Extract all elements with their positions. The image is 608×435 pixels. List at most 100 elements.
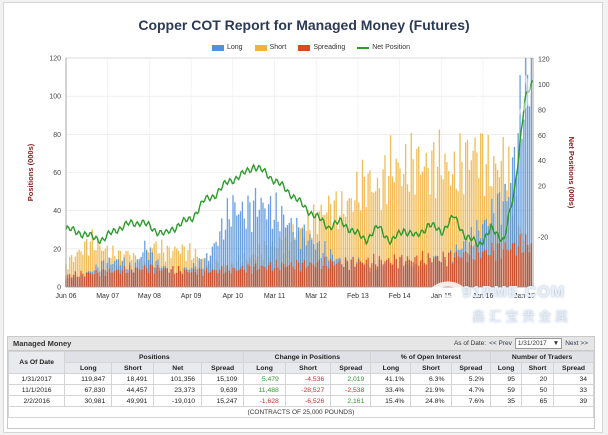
bar-spreading <box>125 273 127 287</box>
bar-short <box>376 177 379 287</box>
bar-spreading <box>70 277 73 287</box>
watermark-logo <box>423 281 473 331</box>
legend-item-short[interactable]: Short <box>254 44 286 51</box>
bar-spreading <box>354 266 356 287</box>
bar-long <box>286 224 289 287</box>
bar-spreading <box>453 257 456 287</box>
bar-spreading <box>82 273 84 287</box>
bar-short <box>322 215 324 287</box>
bar-spreading <box>247 264 249 287</box>
cell: 41.1% <box>370 373 412 385</box>
bar-spreading <box>294 269 296 287</box>
bar-short <box>363 176 365 287</box>
bar-short <box>395 158 397 287</box>
bar-long <box>213 243 215 287</box>
bar-spreading <box>320 269 322 287</box>
bar-spreading <box>358 259 360 287</box>
bar-long <box>309 234 311 287</box>
bar-spreading <box>198 268 200 287</box>
bar-short <box>76 251 78 287</box>
bar-spreading <box>260 265 262 287</box>
prev-link[interactable]: << Prev <box>489 340 512 347</box>
bar-long <box>237 214 240 287</box>
bar-short <box>393 182 396 287</box>
cell: 2,161 <box>330 395 372 407</box>
bar-spreading <box>343 267 345 287</box>
x-tick-label: Apr 09 <box>181 293 202 300</box>
traders-spread-header: Spread <box>553 362 594 374</box>
next-link[interactable]: Next >> <box>565 340 588 347</box>
bar-long <box>282 214 285 287</box>
bar-spreading <box>286 266 289 287</box>
y-tick-label: 40 <box>53 208 61 215</box>
bar-spreading <box>181 274 183 287</box>
row-date: 2/2/2016 <box>7 395 66 407</box>
bar-spreading <box>284 267 287 287</box>
cell: 44,457 <box>111 384 155 396</box>
bar-spreading <box>230 273 232 287</box>
bar-spreading <box>382 264 384 287</box>
bar-short <box>416 148 418 287</box>
bar-short <box>99 245 101 287</box>
bar-short <box>174 246 176 287</box>
bar-long <box>500 224 502 287</box>
bar-spreading <box>470 244 472 287</box>
bar-spreading <box>108 268 110 287</box>
legend-item-long[interactable]: Long <box>212 44 243 51</box>
bar-long <box>264 208 266 287</box>
bar-long <box>249 202 251 287</box>
bar-long <box>266 219 268 287</box>
bar-spreading <box>209 272 212 287</box>
bar-long <box>241 201 244 287</box>
bar-long <box>260 197 262 287</box>
bar-spreading <box>144 264 146 287</box>
bar-spreading <box>309 262 311 287</box>
bar-short <box>444 153 446 287</box>
y2-tick-label: 120 <box>538 57 550 64</box>
cell: 35 <box>490 395 522 407</box>
legend-item-spreading[interactable]: Spreading <box>298 44 345 51</box>
bar-spreading <box>399 256 401 287</box>
bar-spreading <box>275 259 277 287</box>
legend-item-net[interactable]: Net Position <box>357 44 410 51</box>
bar-spreading <box>279 270 281 287</box>
bar-spreading <box>132 272 135 287</box>
chart-legend: Long Short Spreading Net Position <box>212 44 410 51</box>
chevron-down-icon: ▼ <box>552 340 560 347</box>
watermark-logo-faint <box>475 64 531 120</box>
bar-spreading <box>367 257 369 287</box>
bar-spreading <box>172 265 174 287</box>
bar-spreading <box>485 250 487 287</box>
bar-spreading <box>403 265 405 287</box>
bar-spreading <box>241 266 244 287</box>
traders-header: Number of Traders <box>490 351 594 363</box>
bar-spreading <box>436 256 439 287</box>
bar-short <box>453 151 456 287</box>
bar-long <box>252 200 255 287</box>
bar-short <box>380 210 382 287</box>
y-axis-label: Positions (000s) <box>26 143 35 201</box>
bar-short <box>459 133 461 287</box>
bar-spreading <box>204 270 206 287</box>
bar-spreading <box>487 255 489 287</box>
bar-spreading <box>444 256 446 287</box>
bar-spreading <box>140 270 142 287</box>
bar-spreading <box>224 272 227 287</box>
date-select[interactable]: 1/31/2017 ▼ <box>514 338 563 349</box>
cell: 67,830 <box>64 384 113 396</box>
bar-spreading <box>89 273 92 287</box>
bar-spreading <box>213 269 215 287</box>
bar-short <box>438 129 441 287</box>
bar-spreading <box>185 269 187 287</box>
cell: -4,536 <box>284 373 332 385</box>
bar-spreading <box>168 272 170 287</box>
bar-spreading <box>237 270 240 287</box>
bar-short <box>474 137 476 287</box>
bar-long <box>236 215 238 287</box>
bar-short <box>352 211 354 287</box>
bar-short <box>397 162 399 287</box>
bar-spreading <box>449 251 452 287</box>
bar-short <box>344 216 347 287</box>
bar-long <box>311 239 313 287</box>
bar-short <box>181 244 183 287</box>
